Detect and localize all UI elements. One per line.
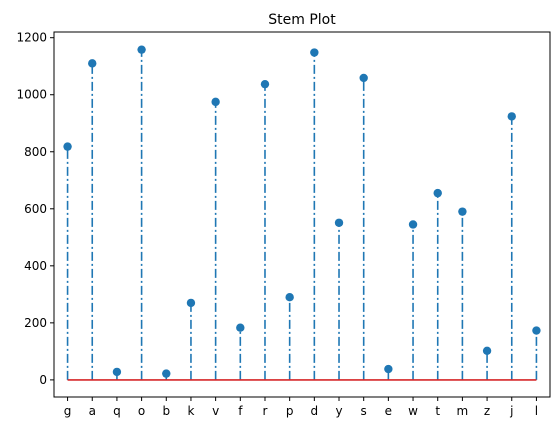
chart-title: Stem Plot (268, 12, 336, 28)
stem-marker (236, 323, 245, 332)
x-tick-label: j (509, 404, 513, 418)
x-tick-label: m (457, 404, 469, 418)
stem-marker (482, 346, 492, 356)
stem-marker (162, 369, 171, 378)
stem-marker (334, 218, 344, 227)
stem-marker (88, 59, 97, 68)
stem-marker (408, 220, 418, 229)
y-axis: 0 200 400 600 800 1000 1200 (16, 31, 54, 387)
stem-marker (433, 188, 442, 198)
plot-area (53, 31, 551, 398)
stem-marker (63, 142, 72, 151)
x-tick-label: f (238, 404, 243, 418)
stem-marker (260, 79, 270, 89)
stem-marker (186, 298, 196, 308)
y-tick-label: 1000 (16, 88, 47, 102)
x-tick-label: p (286, 404, 294, 418)
y-tick-label: 400 (24, 259, 47, 273)
x-tick-label: b (162, 404, 170, 418)
x-tick-label: s (361, 404, 367, 418)
x-tick-label: a (89, 404, 96, 418)
x-tick-label: w (408, 404, 418, 418)
x-tick-label: r (263, 404, 268, 418)
stem-marker (532, 326, 541, 335)
stem-marker (137, 45, 146, 54)
y-tick-label: 800 (24, 145, 47, 159)
x-tick-label: g (64, 404, 72, 418)
markers (63, 45, 541, 378)
y-tick-label: 0 (39, 373, 47, 387)
x-tick-label: z (484, 404, 490, 418)
x-tick-label: o (138, 404, 145, 418)
x-tick-label: t (435, 404, 440, 418)
x-tick-label: l (535, 404, 538, 418)
stems (66, 49, 538, 380)
x-tick-label: v (212, 404, 219, 418)
y-tick-label: 600 (24, 202, 47, 216)
x-tick-label: k (187, 404, 194, 418)
stem-marker (112, 367, 122, 377)
y-tick-label: 1200 (16, 31, 47, 45)
stem-marker (211, 97, 220, 107)
x-tick-label: y (335, 404, 342, 418)
x-tick-label: q (113, 404, 121, 418)
y-tick-label: 200 (24, 316, 47, 330)
stem-marker (507, 112, 516, 121)
stem-marker (359, 73, 368, 83)
stem-marker (285, 292, 294, 302)
x-tick-label: e (385, 404, 392, 418)
x-tick-label: d (311, 404, 319, 418)
stem-marker (384, 364, 393, 374)
stem-marker (310, 48, 319, 57)
stem-marker (458, 207, 467, 216)
